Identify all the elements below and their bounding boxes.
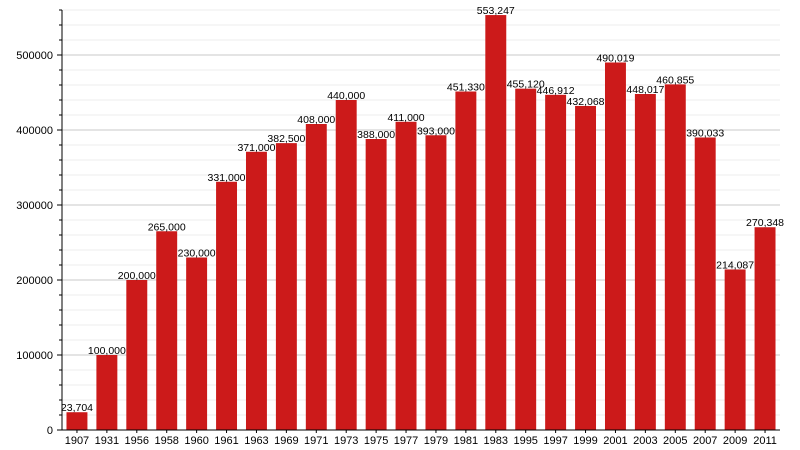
data-label-1961: 331,000 bbox=[208, 172, 246, 184]
bar-1981 bbox=[455, 91, 477, 430]
bar-1983 bbox=[485, 15, 507, 430]
x-tick-label-1960: 1960 bbox=[184, 435, 208, 447]
y-tick-label-0: 0 bbox=[47, 425, 53, 437]
bar-1931 bbox=[96, 355, 118, 430]
data-label-1971: 408,000 bbox=[297, 114, 335, 126]
x-tick-label-1956: 1956 bbox=[125, 435, 149, 447]
bar-2011 bbox=[754, 227, 776, 430]
bar-1995 bbox=[515, 88, 537, 430]
data-label-1999: 432,068 bbox=[567, 96, 605, 108]
bar-1979 bbox=[425, 135, 447, 430]
data-label-1963: 371,000 bbox=[237, 142, 275, 154]
data-label-1983: 553,247 bbox=[477, 5, 515, 17]
x-tick-label-1979: 1979 bbox=[424, 435, 448, 447]
x-tick-label-1969: 1969 bbox=[274, 435, 298, 447]
data-label-2003: 448,017 bbox=[626, 84, 664, 96]
data-label-1907: 23,704 bbox=[61, 402, 93, 414]
y-tick-label-300000: 300000 bbox=[16, 200, 53, 212]
x-tick-label-1997: 1997 bbox=[543, 435, 567, 447]
bar-1997 bbox=[545, 94, 567, 430]
x-tick-label-1977: 1977 bbox=[394, 435, 418, 447]
data-label-2011: 270,348 bbox=[746, 217, 784, 229]
bar-2001 bbox=[604, 62, 626, 430]
bar-2007 bbox=[694, 137, 716, 430]
bar-1971 bbox=[305, 124, 327, 430]
x-tick-label-1981: 1981 bbox=[454, 435, 478, 447]
data-label-1931: 100,000 bbox=[88, 345, 126, 357]
x-tick-label-2005: 2005 bbox=[663, 435, 687, 447]
bar-1958 bbox=[156, 231, 178, 430]
axes-group bbox=[57, 9, 780, 431]
bar-1975 bbox=[365, 139, 387, 430]
x-tick-label-1961: 1961 bbox=[214, 435, 238, 447]
x-tick-label-1971: 1971 bbox=[304, 435, 328, 447]
x-tick-label-2009: 2009 bbox=[723, 435, 747, 447]
x-tick-label-1931: 1931 bbox=[95, 435, 119, 447]
data-label-2007: 390,033 bbox=[686, 127, 724, 139]
y-tick-label-200000: 200000 bbox=[16, 275, 53, 287]
data-label-1958: 265,000 bbox=[148, 221, 186, 233]
x-tick-label-2007: 2007 bbox=[693, 435, 717, 447]
bar-2005 bbox=[664, 84, 686, 430]
data-label-1973: 440,000 bbox=[327, 90, 365, 102]
x-tick-label-1907: 1907 bbox=[65, 435, 89, 447]
bar-2009 bbox=[724, 269, 746, 430]
data-label-1979: 393,000 bbox=[417, 125, 455, 137]
x-tick-label-1999: 1999 bbox=[573, 435, 597, 447]
x-tick-label-2003: 2003 bbox=[633, 435, 657, 447]
data-label-1960: 230,000 bbox=[178, 248, 216, 260]
x-tick-label-2011: 2011 bbox=[753, 435, 777, 447]
data-label-1969: 382,500 bbox=[267, 133, 305, 145]
data-label-1977: 411,000 bbox=[387, 112, 424, 124]
data-label-1956: 200,000 bbox=[118, 270, 156, 282]
bar-1969 bbox=[275, 143, 297, 430]
data-label-1995: 455,120 bbox=[507, 79, 545, 91]
y-tick-label-400000: 400000 bbox=[16, 125, 53, 137]
bars-group bbox=[66, 15, 776, 431]
bar-1977 bbox=[395, 121, 417, 430]
bar-1999 bbox=[575, 105, 597, 430]
x-tick-labels-group: 1907 1931 1956 1958 1960 1961 1963 1969 1971 1973… bbox=[65, 430, 777, 447]
x-tick-label-1995: 1995 bbox=[513, 435, 537, 447]
data-label-2005: 460,855 bbox=[656, 74, 694, 86]
bar-1907 bbox=[66, 412, 88, 430]
bar-2003 bbox=[634, 93, 656, 431]
x-tick-label-1973: 1973 bbox=[334, 435, 358, 447]
y-tick-label-100000: 100000 bbox=[16, 350, 53, 362]
bar-1963 bbox=[245, 151, 267, 430]
x-tick-label-1975: 1975 bbox=[364, 435, 388, 447]
data-label-2001: 490,019 bbox=[596, 52, 634, 64]
grid-lines bbox=[62, 9, 780, 416]
x-tick-label-2001: 2001 bbox=[603, 435, 627, 447]
bar-1961 bbox=[216, 181, 238, 430]
bar-1973 bbox=[335, 100, 357, 430]
x-tick-label-1983: 1983 bbox=[484, 435, 508, 447]
bar-1956 bbox=[126, 280, 148, 430]
data-label-1975: 388,000 bbox=[357, 129, 395, 141]
x-tick-label-1958: 1958 bbox=[154, 435, 178, 447]
bar-1960 bbox=[186, 257, 208, 430]
x-tick-label-1963: 1963 bbox=[244, 435, 268, 447]
data-labels-group: 23,704 100,000 200,000 265,000 230,000 331,00… bbox=[61, 5, 784, 414]
data-label-1981: 451,330 bbox=[447, 82, 485, 94]
data-label-1997: 446,912 bbox=[537, 85, 575, 97]
y-tick-labels-group: 0 100000 200000 300000 400000 500000 bbox=[16, 50, 53, 437]
y-tick-label-500000: 500000 bbox=[16, 50, 53, 62]
data-label-2009: 214,087 bbox=[716, 259, 754, 271]
